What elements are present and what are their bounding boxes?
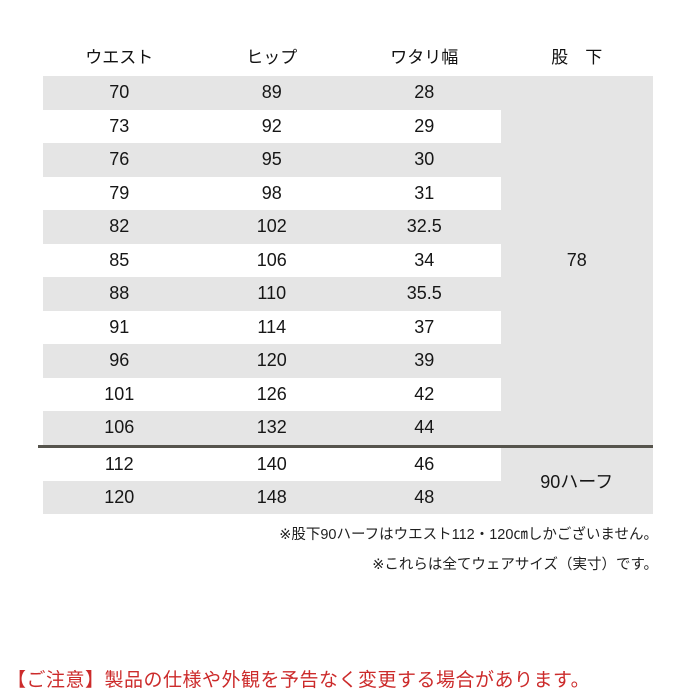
- table-cell: 32.5: [348, 210, 501, 244]
- table-cell: 44: [348, 411, 501, 445]
- table-cell: 120: [43, 480, 196, 514]
- table-cell: 120: [195, 344, 348, 378]
- table-cell: 91: [109, 316, 130, 337]
- table-cell: 29: [414, 115, 435, 136]
- table-cell: 102: [195, 210, 348, 244]
- table-cell: 76: [43, 143, 196, 177]
- table-cell: 95: [195, 143, 348, 177]
- note-inseam-restriction: ※股下90ハーフはウエスト112・120㎝しかございません。: [279, 527, 658, 543]
- table-cell: 140: [256, 453, 287, 474]
- footnotes: ※股下90ハーフはウエスト112・120㎝しかございません。 ※これらは全てウェ…: [279, 520, 658, 580]
- table-cell: 106: [256, 249, 287, 270]
- table-cell: 82: [43, 210, 196, 244]
- column-header-inseam: 股 下: [551, 47, 603, 67]
- table-cell: 37: [414, 316, 435, 337]
- table-cell: 35.5: [348, 277, 501, 311]
- column-header-thigh: ワタリ幅: [390, 47, 459, 67]
- note-wear-size: ※これらは全てウェアサイズ（実寸）です。: [372, 557, 658, 573]
- table-cell: 88: [43, 277, 196, 311]
- table-cell: 79: [109, 182, 130, 203]
- table-cell: 48: [348, 480, 501, 514]
- column-header-hip: ヒップ: [246, 47, 298, 67]
- inseam-regular-cell: 78: [500, 76, 653, 445]
- table-cell: 106: [43, 411, 196, 445]
- table-cell: 110: [195, 277, 348, 311]
- table-cell: 112: [104, 453, 134, 474]
- table-group-divider: [38, 444, 653, 448]
- table-cell: 132: [195, 411, 348, 445]
- table-cell: 148: [195, 480, 348, 514]
- size-table-body: 78 90ハーフ 70 89 28 73 92 29 76 95 30 79 98 31 82 102 32…: [38, 76, 653, 514]
- table-cell: 39: [348, 344, 501, 378]
- table-cell: 28: [348, 76, 501, 110]
- table-cell: 98: [261, 182, 282, 203]
- size-table-header-row: ウエスト ヒップ ワタリ幅 股 下: [43, 42, 653, 68]
- table-cell: 89: [195, 76, 348, 110]
- table-cell: 85: [109, 249, 130, 270]
- column-header-waist: ウエスト: [85, 47, 154, 67]
- table-cell: 73: [109, 115, 130, 136]
- table-cell: 96: [43, 344, 196, 378]
- table-cell: 34: [414, 249, 435, 270]
- inseam-half-cell: 90ハーフ: [500, 447, 653, 514]
- table-cell: 101: [104, 383, 135, 404]
- table-cell: 46: [414, 453, 435, 474]
- table-cell: 114: [257, 316, 287, 337]
- table-cell: 30: [348, 143, 501, 177]
- table-cell: 42: [414, 383, 435, 404]
- table-cell: 31: [414, 182, 435, 203]
- caution-text: 【ご注意】製品の仕様や外観を予告なく変更する場合があります。: [7, 670, 591, 691]
- table-cell: 126: [256, 383, 287, 404]
- table-cell: 92: [261, 115, 282, 136]
- size-spec-table: ウエスト ヒップ ワタリ幅 股 下 78 90ハーフ 70 89 28 73 92 29 7…: [38, 42, 653, 514]
- table-cell: 70: [43, 76, 196, 110]
